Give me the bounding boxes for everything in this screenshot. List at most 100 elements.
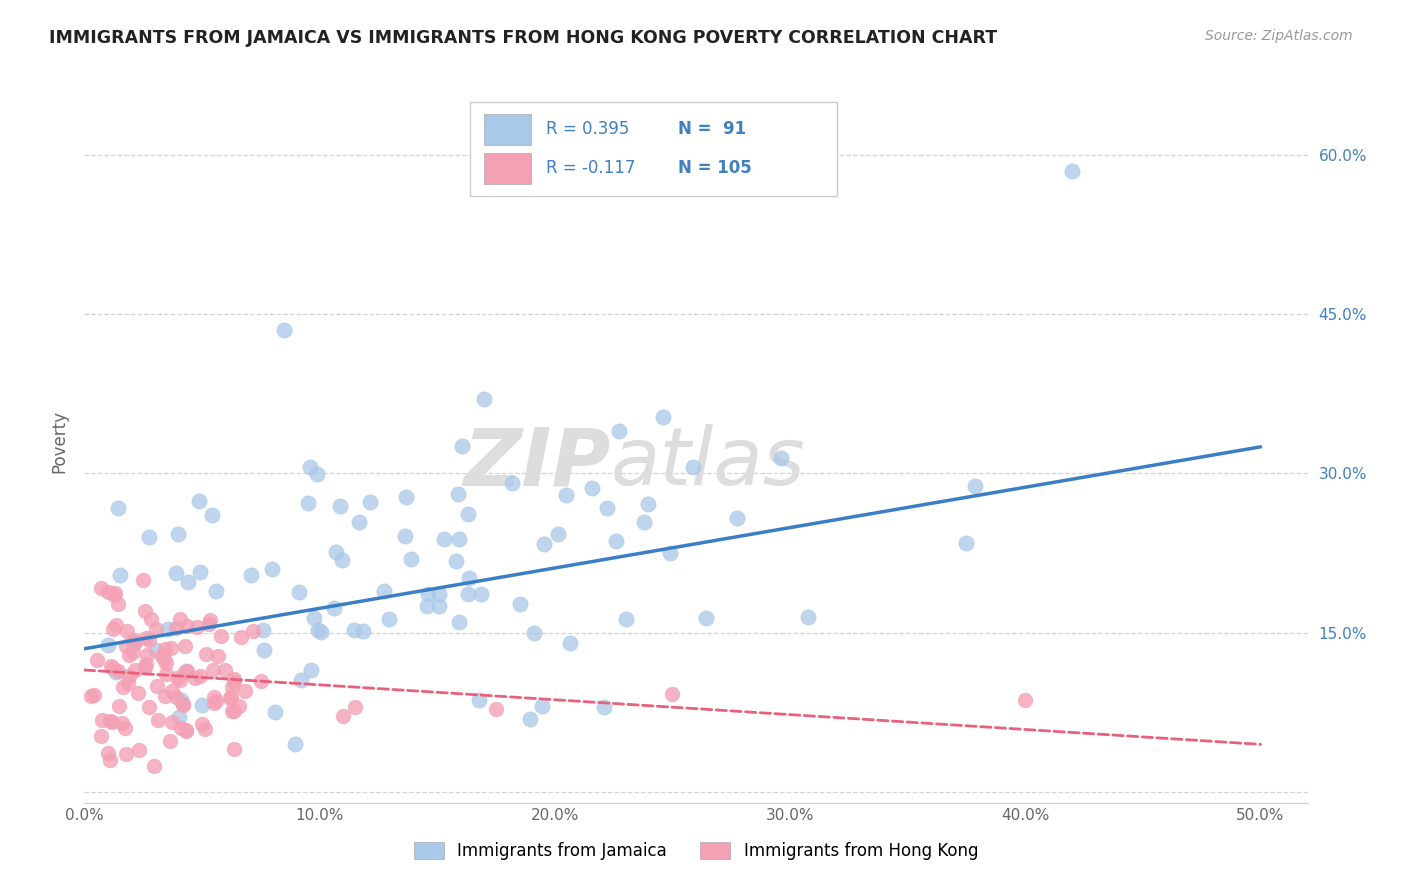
Point [124, 632, 146, 647]
Point [160, 684, 183, 698]
Point [136, 648, 159, 662]
Point [290, 673, 312, 687]
Point [955, 536, 977, 550]
Point [155, 656, 177, 670]
Point [165, 621, 187, 635]
Bar [484, 113, 531, 145]
Point [224, 675, 246, 690]
Point [117, 676, 139, 690]
Point [240, 567, 263, 582]
Point [299, 460, 322, 475]
Point [228, 698, 250, 713]
Text: N =  91: N = 91 [678, 120, 745, 138]
Point [118, 669, 141, 683]
Point [138, 530, 160, 544]
Point [153, 641, 176, 656]
Y-axis label: Poverty: Poverty [51, 410, 69, 473]
Point [581, 481, 603, 495]
Point [114, 747, 136, 762]
Point [191, 698, 214, 713]
Point [322, 601, 344, 615]
Point [143, 759, 166, 773]
Point [457, 587, 479, 601]
Point [97, 585, 120, 599]
Point [167, 709, 190, 723]
Point [547, 527, 569, 541]
Point [343, 623, 366, 637]
Point [416, 599, 439, 613]
Point [101, 661, 124, 675]
Point [205, 694, 228, 708]
Point [769, 450, 792, 465]
Bar [484, 153, 531, 185]
Text: ZIP: ZIP [463, 425, 610, 502]
Point [176, 724, 198, 739]
Point [297, 496, 319, 510]
Point [593, 699, 616, 714]
Point [519, 712, 541, 726]
Point [607, 424, 630, 438]
Point [229, 630, 252, 644]
Point [173, 640, 195, 654]
Point [135, 631, 157, 645]
Point [172, 698, 194, 712]
Point [155, 666, 177, 681]
Point [472, 392, 495, 406]
Point [90, 729, 112, 743]
Point [329, 499, 352, 513]
Point [249, 673, 271, 688]
Point [288, 585, 311, 599]
Point [725, 511, 748, 525]
Point [468, 692, 491, 706]
Point [214, 663, 236, 677]
Text: Source: ZipAtlas.com: Source: ZipAtlas.com [1205, 29, 1353, 43]
Point [349, 515, 371, 529]
Point [263, 705, 285, 719]
Point [108, 699, 131, 714]
Point [447, 615, 470, 629]
Point [124, 663, 146, 677]
Point [172, 697, 194, 711]
Point [284, 737, 307, 751]
Point [174, 665, 197, 679]
Text: R = -0.117: R = -0.117 [546, 160, 636, 178]
Bar [470, 102, 837, 196]
Point [139, 612, 162, 626]
Point [1062, 163, 1084, 178]
Point [531, 699, 554, 714]
Point [111, 715, 134, 730]
Point [447, 487, 470, 501]
Point [554, 488, 576, 502]
Point [198, 613, 221, 627]
Point [166, 671, 188, 685]
Legend: Immigrants from Jamaica, Immigrants from Hong Kong: Immigrants from Jamaica, Immigrants from… [408, 835, 984, 867]
Point [221, 704, 243, 718]
Point [427, 599, 450, 614]
Point [176, 664, 198, 678]
Point [485, 702, 508, 716]
Point [501, 476, 523, 491]
Point [83, 688, 105, 702]
Point [135, 657, 157, 672]
Point [177, 575, 200, 590]
Point [170, 693, 193, 707]
Point [222, 704, 245, 718]
Point [145, 643, 167, 657]
Point [201, 663, 224, 677]
Point [166, 526, 188, 541]
Point [176, 619, 198, 633]
Point [395, 490, 418, 504]
Point [444, 554, 467, 568]
Point [330, 553, 353, 567]
Point [107, 500, 129, 515]
Point [188, 669, 211, 683]
Point [307, 467, 329, 481]
Point [169, 673, 191, 688]
Point [309, 625, 332, 640]
Point [198, 616, 221, 631]
Point [132, 573, 155, 587]
Point [661, 687, 683, 701]
Point [103, 588, 125, 602]
Point [91, 714, 114, 728]
Point [523, 625, 546, 640]
